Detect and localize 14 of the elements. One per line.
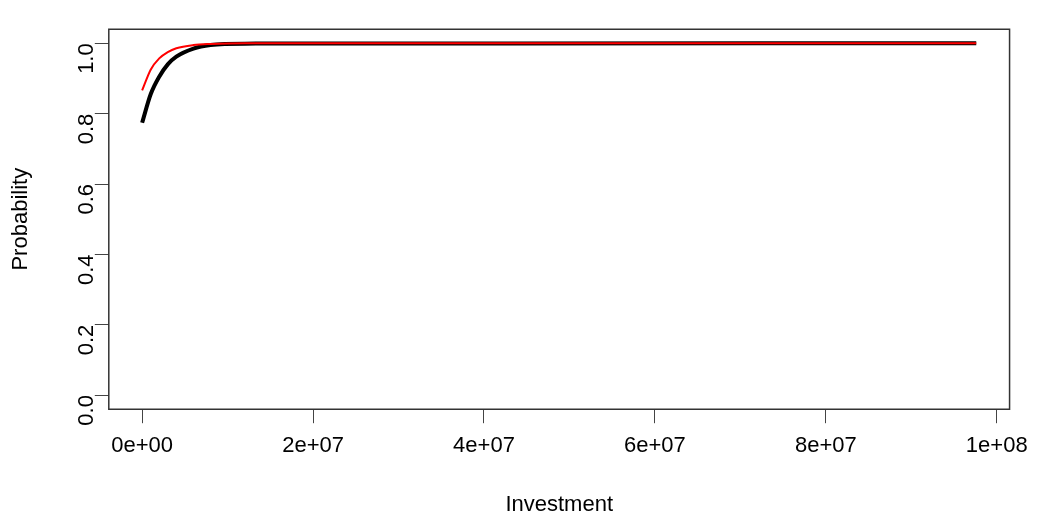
y-tick-label: 0.6 <box>72 184 98 215</box>
y-tick-label: 0.4 <box>72 254 98 285</box>
x-tick-label: 4e+07 <box>453 432 515 458</box>
y-tick-label: 0.8 <box>72 113 98 145</box>
y-tick-label: 1.0 <box>72 43 98 74</box>
y-tick-label: 0.2 <box>72 324 98 356</box>
x-axis-title: Investment <box>505 490 613 516</box>
x-tick-label: 1e+08 <box>965 432 1028 458</box>
y-axis-title: Probability <box>7 167 33 271</box>
x-tick-label: 0e+00 <box>111 432 174 458</box>
x-tick-label: 2e+07 <box>282 432 344 458</box>
x-tick-label: 6e+07 <box>624 432 686 458</box>
x-tick-label: 8e+07 <box>794 432 857 458</box>
y-tick-label: 0.0 <box>72 395 98 426</box>
